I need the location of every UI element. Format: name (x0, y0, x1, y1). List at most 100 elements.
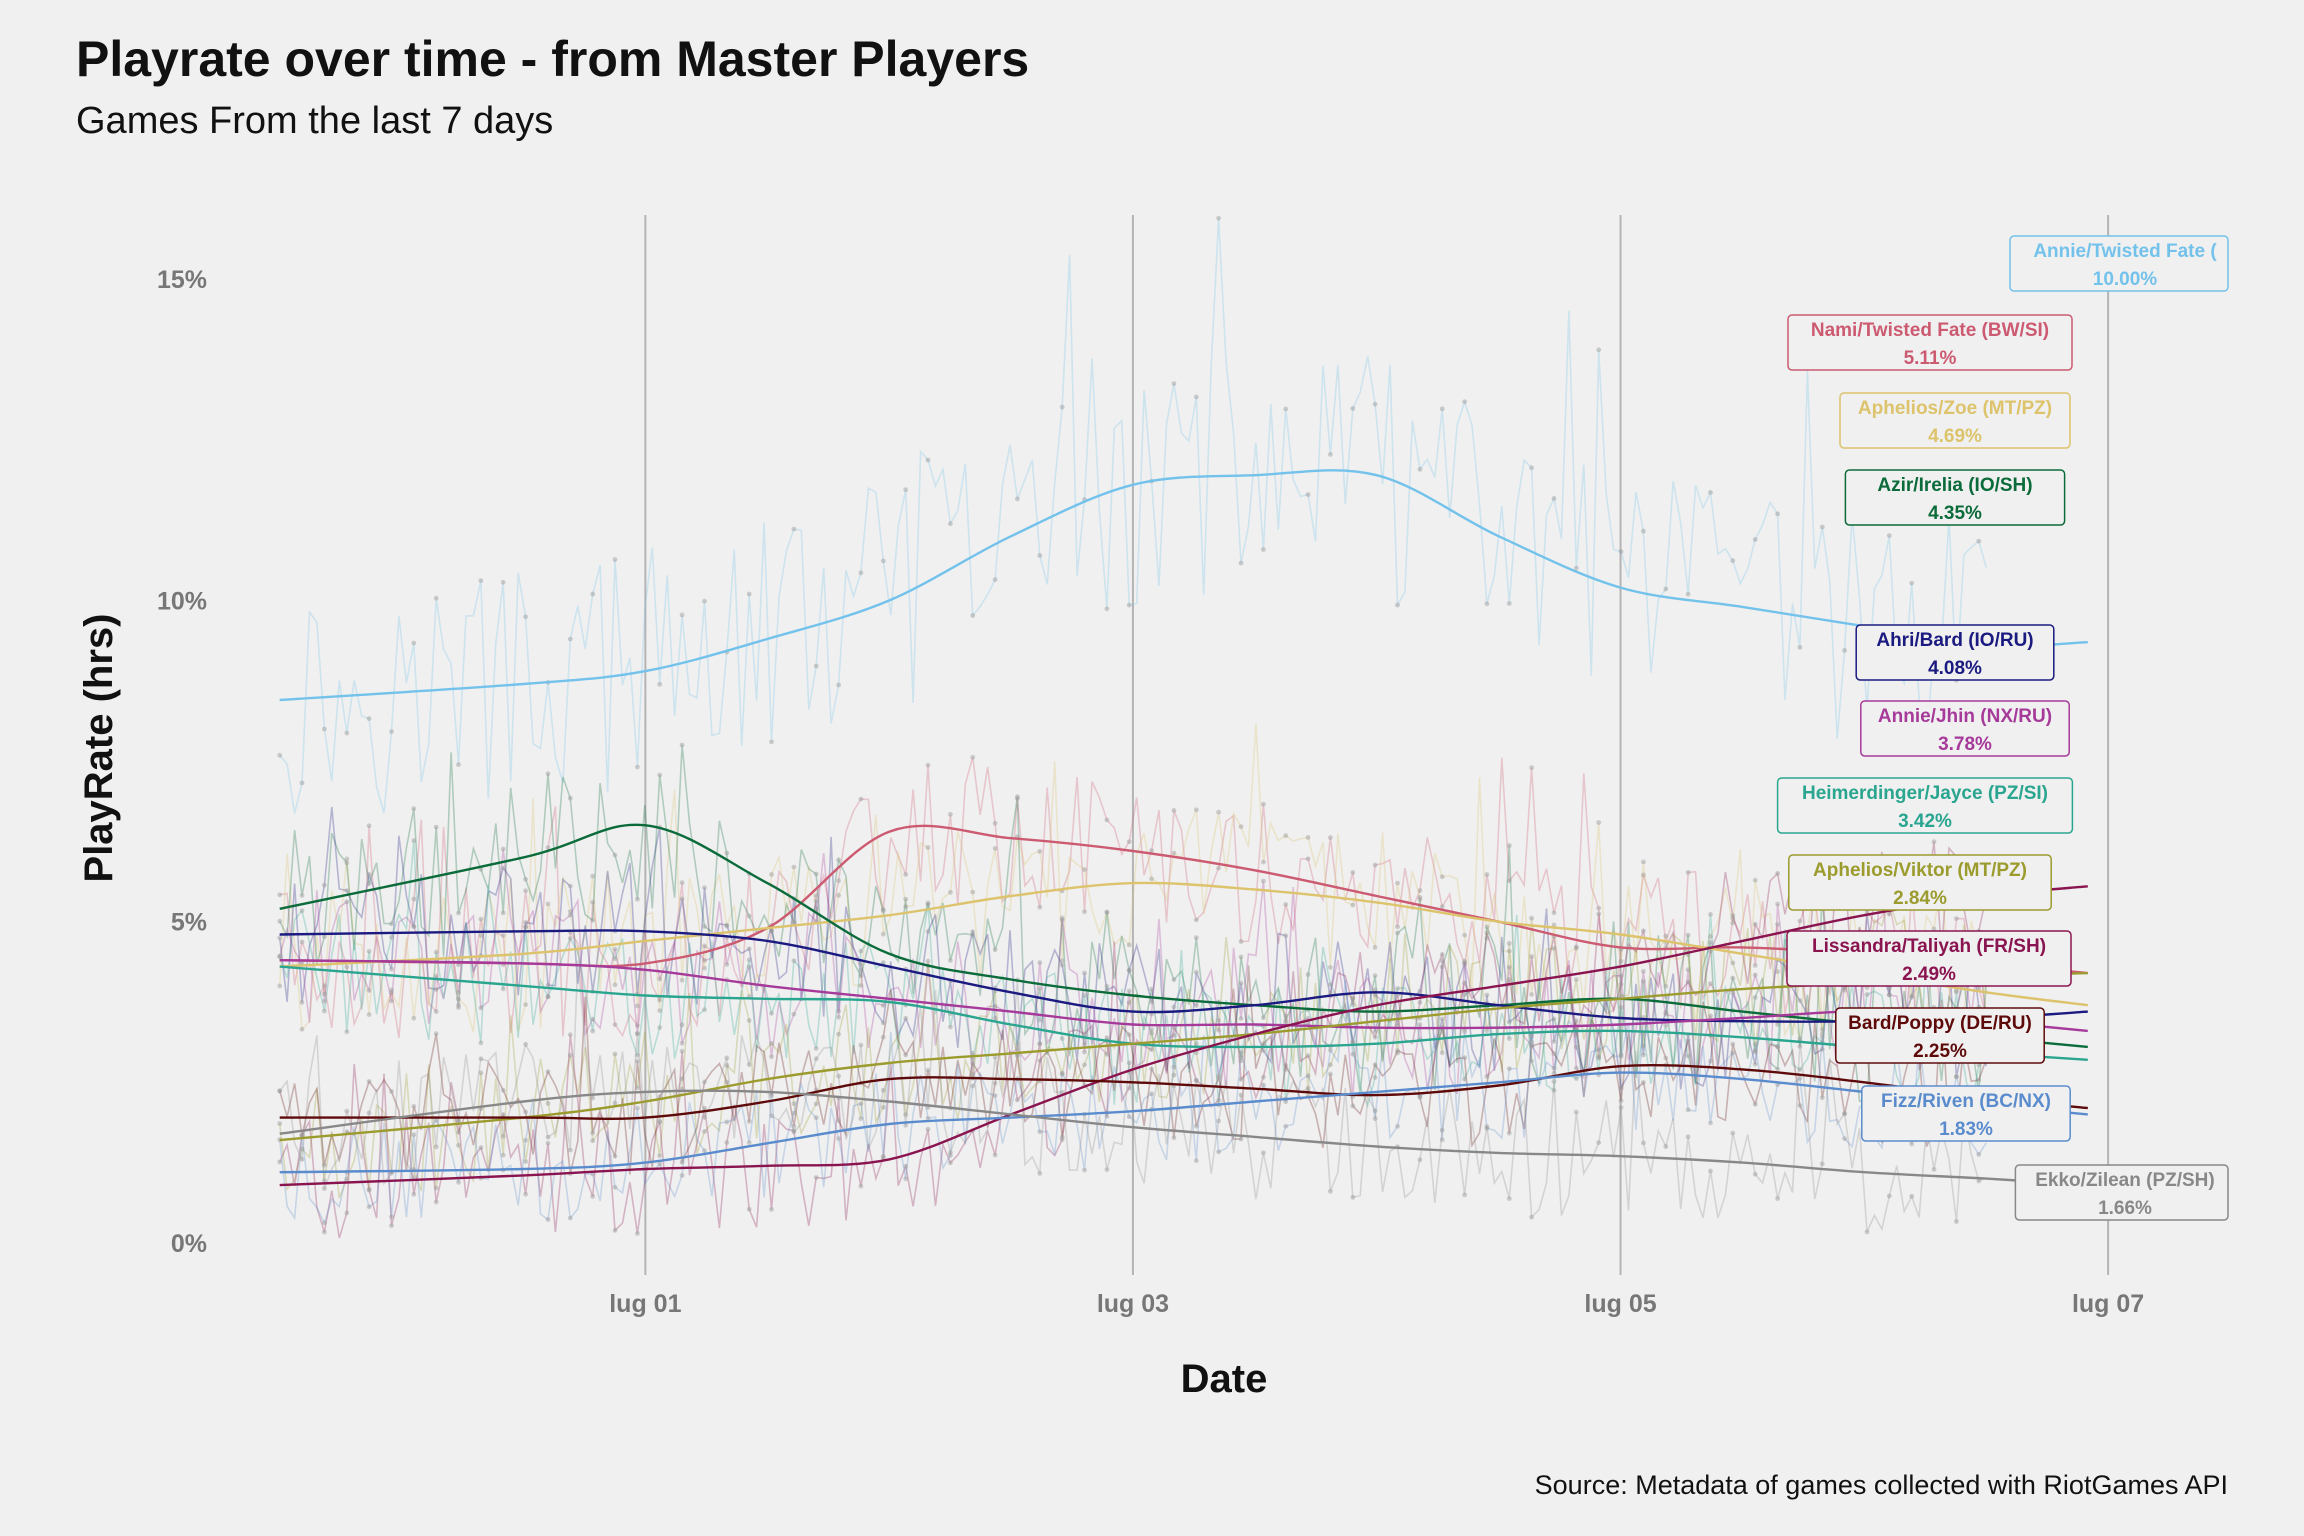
raw-point (657, 1119, 663, 1125)
raw-point (1529, 1034, 1534, 1039)
raw-point (1350, 1002, 1356, 1007)
raw-point (880, 931, 886, 937)
raw-point (1395, 1048, 1400, 1053)
raw-point (1529, 915, 1534, 921)
raw-point (1708, 1058, 1713, 1064)
raw-point (411, 1103, 417, 1109)
raw-point (1283, 1123, 1289, 1129)
raw-point (1350, 406, 1356, 411)
raw-point (1462, 992, 1467, 997)
raw-point (1551, 1039, 1557, 1044)
raw-point (1752, 1061, 1758, 1067)
raw-point (500, 986, 506, 992)
raw-point (1238, 1092, 1244, 1098)
raw-point (1193, 807, 1199, 813)
raw-point (1126, 967, 1132, 973)
raw-point (366, 1079, 372, 1084)
raw-point (411, 640, 417, 646)
raw-point (590, 1028, 596, 1034)
raw-point (1551, 496, 1557, 501)
series-label-box (1776, 777, 2074, 834)
raw-point (992, 1093, 998, 1098)
raw-point (366, 948, 372, 954)
raw-point (1909, 580, 1915, 586)
raw-point (1797, 918, 1803, 924)
raw-point (836, 1031, 841, 1037)
raw-point (1372, 945, 1378, 950)
x-axis-ticks: lug 01 lug 03 lug 05 lug 07 (609, 1290, 2144, 1318)
raw-point (433, 973, 439, 979)
raw-point (1641, 1052, 1646, 1058)
raw-point (1350, 995, 1356, 1001)
raw-point (1238, 1136, 1244, 1142)
raw-point (1238, 1049, 1244, 1055)
raw-point (1350, 1194, 1356, 1200)
raw-point (590, 1138, 596, 1144)
raw-point (1283, 406, 1289, 412)
smoothed-series-line (279, 469, 2088, 702)
raw-point (1417, 888, 1423, 893)
series-label-box (1786, 930, 2072, 987)
raw-point (1819, 524, 1825, 530)
raw-point (500, 1112, 506, 1118)
raw-point (1618, 958, 1624, 964)
raw-series-line (278, 897, 1987, 1199)
raw-point (724, 850, 730, 856)
raw-point (1350, 1051, 1356, 1057)
raw-point (970, 889, 976, 895)
raw-point (1059, 1070, 1065, 1076)
raw-point (1551, 1070, 1557, 1076)
raw-point (1372, 973, 1378, 979)
raw-point (1238, 1054, 1244, 1060)
raw-point (1752, 877, 1758, 883)
raw-point (679, 1159, 685, 1165)
raw-point (791, 1011, 797, 1017)
raw-point (1193, 1077, 1199, 1083)
raw-point (1551, 1088, 1557, 1093)
raw-point (1484, 1126, 1490, 1131)
smoothed-series-line (279, 885, 2088, 1187)
raw-point (1328, 1188, 1333, 1194)
series-label-name: Fizz/Riven (BC/NX) (1881, 1091, 2051, 1112)
raw-point (1059, 404, 1065, 410)
series-label-box (2014, 1164, 2229, 1221)
raw-point (635, 1231, 640, 1236)
series-label: Lissandra/Taliyah (FR/SH) 2.49% (1786, 930, 2072, 987)
smoothed-series-line (279, 959, 2088, 1033)
raw-point (1216, 215, 1221, 221)
raw-point (1305, 835, 1311, 840)
raw-point (724, 1079, 730, 1085)
raw-point (433, 1117, 439, 1123)
raw-point (545, 1217, 551, 1222)
raw-point (635, 1105, 640, 1111)
raw-point (545, 982, 551, 988)
series-label: Ahri/Bard (IO/RU) 4.08% (1855, 624, 2055, 681)
raw-point (1484, 601, 1490, 607)
raw-point (1439, 1127, 1445, 1133)
raw-point (299, 1132, 305, 1138)
raw-point (433, 1144, 439, 1150)
raw-point (1529, 1214, 1534, 1220)
raw-point (389, 990, 394, 996)
raw-point (1149, 876, 1154, 882)
raw-point (1618, 1052, 1624, 1057)
raw-point (1484, 1074, 1490, 1079)
raw-point (366, 1012, 372, 1017)
raw-point (1573, 1076, 1579, 1081)
raw-point (1216, 1075, 1221, 1081)
raw-point (836, 1118, 841, 1124)
raw-point (1126, 988, 1132, 994)
raw-point (679, 896, 685, 902)
raw-point (1082, 970, 1087, 976)
raw-point (1842, 987, 1847, 993)
raw-point (970, 1056, 976, 1062)
series-label-value: 1.83% (1939, 1119, 1993, 1140)
raw-point (679, 977, 685, 983)
raw-point (322, 1220, 327, 1226)
smoothed-series-layer (279, 469, 2088, 1187)
raw-point (635, 1053, 640, 1058)
raw-point (1171, 1004, 1177, 1010)
raw-point (1886, 985, 1892, 991)
raw-point (1462, 980, 1467, 986)
raw-point (1015, 1097, 1020, 1103)
